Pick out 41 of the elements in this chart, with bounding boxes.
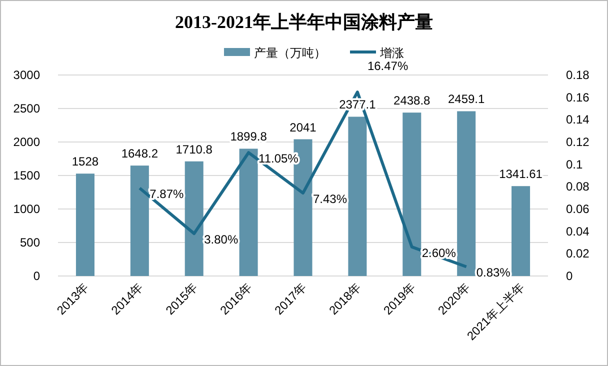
bar: [130, 166, 149, 276]
y2-tick-label: 0.06: [566, 202, 590, 216]
y2-tick-label: 0.04: [566, 224, 590, 238]
y2-tick-label: 0.02: [566, 246, 590, 261]
data-label: 2041: [290, 120, 317, 134]
y-tick-label: 3000: [13, 68, 40, 82]
data-label: 16.47%: [367, 59, 408, 74]
legend-label: 增涨: [379, 46, 404, 60]
data-label: 1528: [72, 154, 99, 169]
y2-tick-label: 0.12: [566, 135, 590, 149]
y2-tick-label: 0.18: [566, 68, 590, 82]
bar: [239, 148, 258, 276]
bar: [348, 116, 367, 276]
y-tick-label: 0: [33, 269, 40, 283]
legend-label: 产量（万吨）: [254, 46, 326, 60]
data-label: 7.43%: [313, 192, 348, 206]
y-tick-label: 1000: [13, 202, 40, 216]
data-label: 1899.8: [230, 130, 268, 144]
data-label: 1710.8: [176, 142, 213, 156]
bar: [76, 174, 94, 276]
y-tick-label: 2000: [13, 135, 40, 149]
data-label: 0.83%: [476, 266, 511, 280]
y2-tick-label: 0.16: [566, 90, 590, 104]
y2-tick-label: 0.1: [566, 157, 584, 172]
bar: [402, 112, 422, 276]
bar: [512, 186, 530, 276]
data-label: 7.87%: [150, 187, 184, 202]
data-label: 2459.1: [448, 92, 486, 106]
y-tick-label: 2500: [13, 102, 40, 116]
data-label: 2438.8: [394, 94, 431, 108]
y-tick-label: 1500: [13, 168, 40, 182]
y2-tick-label: 0: [566, 269, 573, 283]
y2-tick-label: 0.08: [566, 180, 590, 194]
bar: [457, 111, 476, 276]
y2-tick-label: 0.14: [566, 112, 590, 127]
y-tick-label: 500: [20, 236, 40, 250]
bar: [184, 161, 204, 276]
data-label: 1648.2: [121, 146, 158, 161]
data-label: 1341.61: [499, 167, 543, 182]
chart-title: 2013-2021年上半年中国涂料产量: [175, 12, 433, 32]
data-label: 3.80%: [204, 232, 238, 247]
